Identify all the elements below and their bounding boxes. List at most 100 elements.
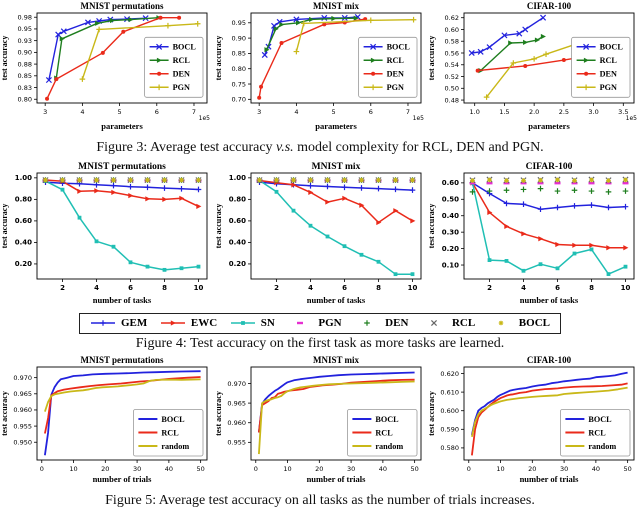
svg-text:4: 4 [294,108,298,116]
fig4-legend-marker-rcl-icon [430,319,438,327]
svg-text:0.62: 0.62 [445,14,459,22]
figure3-caption-text: Figure 3: Average test accuracy [96,140,277,155]
svg-text:random: random [161,442,189,451]
svg-text:20: 20 [101,465,109,473]
svg-text:6: 6 [555,284,560,292]
svg-text:0.50: 0.50 [442,195,459,203]
figure3-caption-vs: v.s. [276,140,294,155]
svg-text:BOCL: BOCL [161,415,185,424]
svg-text:3.5: 3.5 [618,108,628,116]
fig4-legend-marker-sn-icon [230,321,255,325]
svg-text:0.85: 0.85 [231,50,245,58]
svg-text:0.950: 0.950 [13,439,32,447]
figure3-chart-mnist-permutations: MNIST permutations 3 4 5 6 7 0.80 0.83 0.85 0.88 0… [0,0,213,138]
svg-text:0.95: 0.95 [231,19,245,27]
svg-text:test accuracy: test accuracy [0,203,9,248]
svg-text:0.48: 0.48 [445,96,459,104]
svg-text:MNIST permutations: MNIST permutations [80,355,164,365]
svg-text:0.80: 0.80 [228,195,245,203]
figure3-block: MNIST permutations 3 4 5 6 7 0.80 0.83 0.85 0.88 0… [0,0,640,157]
figure5-block: MNIST permutations 0 10 20 30 40 50 0.950 0.955 0… [0,355,640,508]
fig4-legend-label: SN [260,317,275,329]
svg-text:2: 2 [487,284,492,292]
svg-text:2: 2 [60,284,65,292]
svg-text:0.20: 0.20 [442,244,459,252]
figure5-caption: Figure 5: Average test accuracy on all t… [105,493,535,508]
svg-text:0.50: 0.50 [445,85,459,93]
svg-text:0.83: 0.83 [18,84,32,92]
svg-text:test accuracy: test accuracy [0,391,9,436]
svg-text:0.60: 0.60 [445,26,459,34]
svg-text:0.80: 0.80 [231,65,245,73]
fig4-mnist-permutations-svg: MNIST permutations 2 4 6 8 10 0.20 0.40 0.60 0.80… [0,162,208,305]
svg-text:30: 30 [560,465,568,473]
svg-text:MNIST mix: MNIST mix [312,355,359,365]
svg-text:7: 7 [405,108,409,116]
fig4-legend-marker-bocl-icon [498,320,504,326]
svg-text:0.75: 0.75 [231,80,245,88]
svg-text:test accuracy: test accuracy [427,36,436,81]
svg-text:random: random [375,442,403,451]
svg-text:7: 7 [192,108,196,116]
svg-text:RCL: RCL [386,56,404,65]
svg-text:40: 40 [378,465,386,473]
svg-text:number of trials: number of trials [93,474,153,484]
svg-text:MNIST permutations: MNIST permutations [78,162,166,172]
svg-text:0.52: 0.52 [445,73,459,81]
svg-text:number of tasks: number of tasks [93,295,152,305]
svg-text:10: 10 [621,284,631,292]
svg-text:0.85: 0.85 [18,72,32,80]
fig4-legend-marker-pgn-icon [297,321,304,325]
svg-text:40: 40 [592,465,600,473]
svg-text:0.58: 0.58 [445,38,459,46]
svg-text:0: 0 [40,465,44,473]
svg-text:5: 5 [331,108,335,116]
svg-text:0.80: 0.80 [18,96,32,104]
svg-text:RCL: RCL [375,428,393,437]
svg-text:parameters: parameters [315,121,357,131]
svg-text:PGN: PGN [173,83,190,92]
figure4-chart-cifar-100: CIFAR-100 2 4 6 8 10 0.10 0.20 0.30 0.40 0.50 0.60 n… [427,160,640,312]
svg-text:MNIST mix: MNIST mix [312,1,359,11]
svg-text:test accuracy: test accuracy [0,36,9,81]
svg-text:0.40: 0.40 [228,238,245,246]
svg-text:5: 5 [118,108,122,116]
figure4-chart-mnist-mix: MNIST mix 2 4 6 8 10 0.20 0.40 0.60 0.80 1.00 numbe… [214,160,427,312]
svg-text:0.580: 0.580 [440,444,459,452]
svg-text:0.955: 0.955 [227,439,246,447]
svg-text:4: 4 [80,108,84,116]
svg-text:1e5: 1e5 [199,115,211,122]
figure5-chart-cifar-100: CIFAR-100 0 10 20 30 40 50 0.580 0.590 0.600 0.610… [427,355,640,491]
fig4-legend-item-sn: SN [230,317,275,329]
svg-text:10: 10 [69,465,77,473]
svg-text:0.70: 0.70 [231,96,245,104]
svg-text:CIFAR-100: CIFAR-100 [527,1,572,11]
fig5-mnist-permutations-svg: MNIST permutations 0 10 20 30 40 50 0.950 0.955 0… [0,355,208,484]
svg-text:0.590: 0.590 [440,426,459,434]
svg-text:0.610: 0.610 [440,388,459,396]
svg-text:random: random [588,442,616,451]
svg-text:4: 4 [94,284,99,292]
svg-text:8: 8 [376,284,381,292]
fig5-mnist-mix-svg: MNIST mix 0 10 20 30 40 50 0.955 0.960 0.965 0.970… [214,355,421,484]
svg-text:6: 6 [368,108,372,116]
figure4-legend: GEM EWC SN PGN DEN RCL BOCL [79,312,561,334]
svg-text:20: 20 [528,465,536,473]
svg-text:0.95: 0.95 [18,25,32,33]
figure3-caption: Figure 3: Average test accuracy v.s. mod… [0,139,640,157]
svg-text:BOCL: BOCL [600,43,624,52]
svg-text:0.965: 0.965 [227,399,246,407]
svg-text:DEN: DEN [600,70,617,79]
figure4-caption: Figure 4: Test accuracy on the first tas… [135,335,505,351]
figure5-chart-mnist-mix: MNIST mix 0 10 20 30 40 50 0.955 0.960 0.965 0.970… [214,355,427,491]
figure5-chart-mnist-permutations: MNIST permutations 0 10 20 30 40 50 0.950 0.955 0… [0,355,213,491]
fig3-cifar-100-svg: CIFAR-100 1.0 1.5 2.0 2.5 3.0 3.5 0.48 0.50 0.52 0… [427,1,637,131]
svg-text:0.98: 0.98 [18,14,32,22]
svg-text:6: 6 [342,284,347,292]
svg-text:test accuracy: test accuracy [214,36,223,81]
svg-text:0.88: 0.88 [18,60,32,68]
svg-text:1.00: 1.00 [15,174,32,182]
fig4-legend-item-gem: GEM [90,317,147,329]
svg-text:10: 10 [194,284,204,292]
